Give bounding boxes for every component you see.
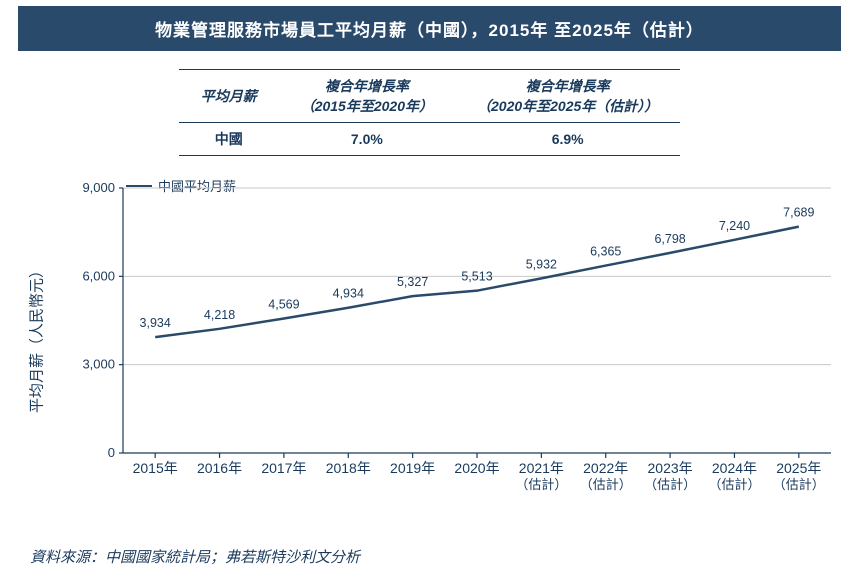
svg-text:6,000: 6,000 [82,268,115,283]
chart-svg-wrap: 0 3,000 6,000 9,000 2015年 2016年 2017年 2018年 2019… [68,168,841,508]
svg-text:2019年: 2019年 [390,460,435,476]
svg-text:2017年: 2017年 [261,460,306,476]
svg-text:6,365: 6,365 [590,245,621,259]
svg-text:2025年: 2025年 [776,460,821,476]
svg-text:2016年: 2016年 [197,460,242,476]
svg-text:9,000: 9,000 [82,180,115,195]
line-chart-svg: 0 3,000 6,000 9,000 2015年 2016年 2017年 2018年 2019… [68,168,841,508]
svg-text:（估計）: （估計） [580,477,632,492]
cagr-2015-2020: 7.0% [279,123,455,156]
chart-area: 平均月薪（人民幣元） 中國平均月薪 03,0006,0009,0002015年2… [18,168,841,508]
svg-text:（估計）: （估計） [515,477,567,492]
svg-text:2023年: 2023年 [648,460,693,476]
svg-text:（估計）: （估計） [773,477,825,492]
svg-text:2018年: 2018年 [326,460,371,476]
svg-text:6,798: 6,798 [654,232,685,246]
cagr-summary-table: 平均月薪 複合年增長率 （2015年至2020年） 複合年增長率 （2020年至… [179,69,681,156]
col-header-cagr2: 複合年增長率 （2020年至2025年（估計）） [455,70,680,123]
source-note: 資料來源：中國國家統計局；弗若斯特沙利文分析 [30,546,360,567]
svg-text:7,689: 7,689 [783,206,814,220]
chart-title: 物業管理服務市場員工平均月薪（中國），2015年 至2025年（估計） [18,6,841,51]
cagr-2020-2025: 6.9% [455,123,680,156]
row-label: 中國 [179,123,279,156]
svg-text:（估計）: （估計） [644,477,696,492]
svg-text:5,513: 5,513 [461,270,492,284]
svg-text:5,327: 5,327 [397,275,428,289]
col-header-avg: 平均月薪 [179,70,279,123]
svg-text:3,934: 3,934 [140,316,171,330]
svg-text:5,932: 5,932 [526,257,557,271]
svg-text:2015年: 2015年 [133,460,178,476]
svg-text:4,934: 4,934 [333,287,364,301]
svg-text:3,000: 3,000 [82,357,115,372]
table-row: 中國 7.0% 6.9% [179,123,681,156]
svg-text:（估計）: （估計） [708,477,760,492]
svg-text:2020年: 2020年 [454,460,499,476]
table-header-row: 平均月薪 複合年增長率 （2015年至2020年） 複合年增長率 （2020年至… [179,70,681,123]
svg-text:2021年: 2021年 [519,460,564,476]
y-axis-label: 平均月薪（人民幣元） [26,263,47,413]
svg-text:0: 0 [108,445,115,460]
svg-text:4,569: 4,569 [268,297,299,311]
svg-text:2024年: 2024年 [712,460,757,476]
svg-text:4,218: 4,218 [204,308,235,322]
col-header-cagr1: 複合年增長率 （2015年至2020年） [279,70,455,123]
svg-text:2022年: 2022年 [583,460,628,476]
svg-text:7,240: 7,240 [719,219,750,233]
